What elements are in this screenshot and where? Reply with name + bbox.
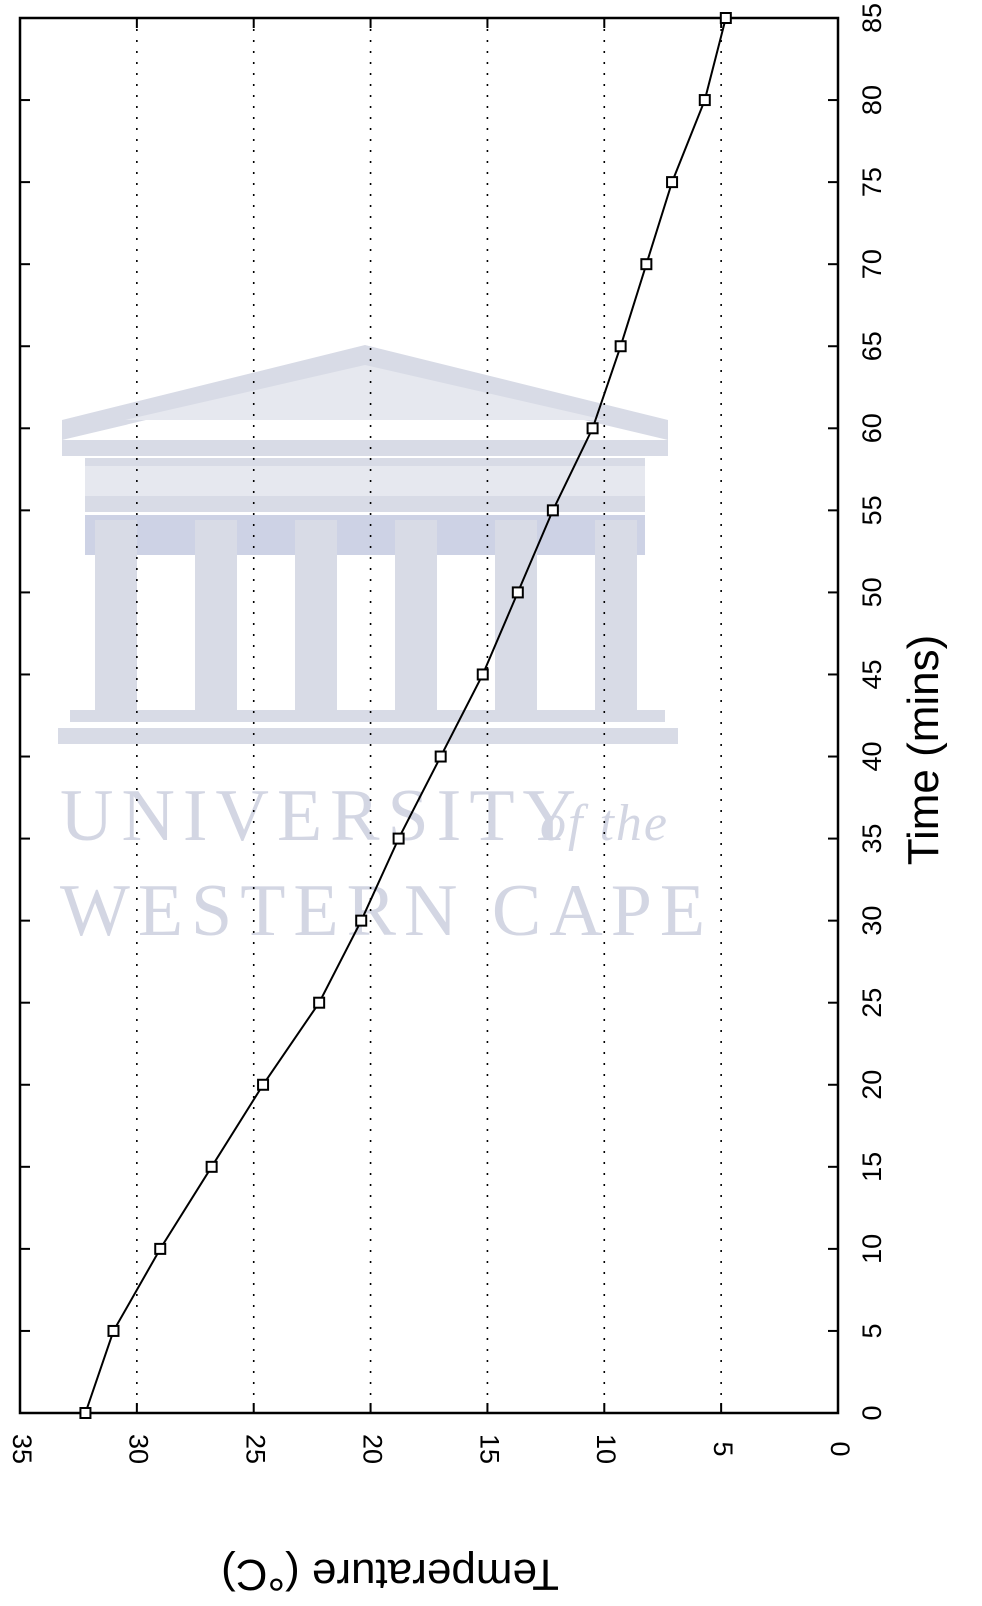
data-point [511,586,524,599]
time-tick-label: 65 [857,331,887,361]
temperature-tick-label: 20 [357,1434,387,1464]
data-point [586,422,599,435]
data-point [666,176,679,189]
temperature-tick-labels: 0 5 10 15 20 25 30 35 [7,1434,855,1464]
watermark-line-2: WESTERN CAPE [60,870,713,952]
time-tick-label: 35 [857,824,887,854]
x-axis-title: Time (mins) [899,635,948,866]
time-tick-label: 85 [857,3,887,33]
data-point [546,504,559,517]
time-tick-label: 75 [857,167,887,197]
temperature-tick-label: 0 [825,1441,855,1456]
temperature-tick-label: 25 [241,1434,271,1464]
time-tick-label: 10 [857,1234,887,1264]
building-logo [58,345,678,744]
time-tick-label: 55 [857,495,887,525]
time-tick-label: 25 [857,988,887,1018]
temperature-tick-label: 30 [124,1434,154,1464]
time-tick-label: 60 [857,413,887,443]
watermark-line-1: UNIVERSITY [60,775,584,857]
temperature-tick-label: 10 [591,1434,621,1464]
time-tick-label: 0 [857,1405,887,1420]
temperature-tick-label: 5 [708,1441,738,1456]
data-point [79,1407,92,1419]
time-tick-label: 40 [857,742,887,772]
time-tick-label: 15 [857,1152,887,1182]
data-point [434,750,447,763]
plot-frame [18,16,840,1415]
data-point [355,914,368,927]
data-point [719,12,732,24]
data-point [154,1242,167,1255]
time-tick-label: 70 [857,249,887,279]
university-watermark: UNIVERSITY of the WESTERN CAPE [58,345,713,952]
data-point [392,832,405,845]
time-tick-label: 30 [857,906,887,936]
data-markers [79,12,732,1419]
time-tick-label: 80 [857,85,887,115]
time-tick-label: 5 [857,1323,887,1338]
data-point [205,1160,218,1173]
time-tick-label: 45 [857,659,887,689]
data-point [614,340,627,353]
data-point [107,1324,120,1337]
time-tick-labels: 0 5 10 15 20 25 30 35 40 45 50 55 60 65 70 75 80 85 [857,3,887,1421]
axis-ticks [19,17,839,1414]
series-line [84,17,727,1414]
data-point [476,668,489,681]
grid-lines [136,18,722,1413]
temperature-tick-label: 35 [7,1434,37,1464]
watermark-line-1-suffix: of the [540,795,669,852]
data-point [698,94,711,107]
data-point [313,996,326,1009]
data-point [257,1078,270,1091]
y-axis-title: Temperature (°C) [221,1550,559,1599]
temperature-tick-label: 15 [474,1434,504,1464]
time-tick-label: 20 [857,1070,887,1100]
data-point [640,258,653,271]
time-tick-label: 50 [857,577,887,607]
